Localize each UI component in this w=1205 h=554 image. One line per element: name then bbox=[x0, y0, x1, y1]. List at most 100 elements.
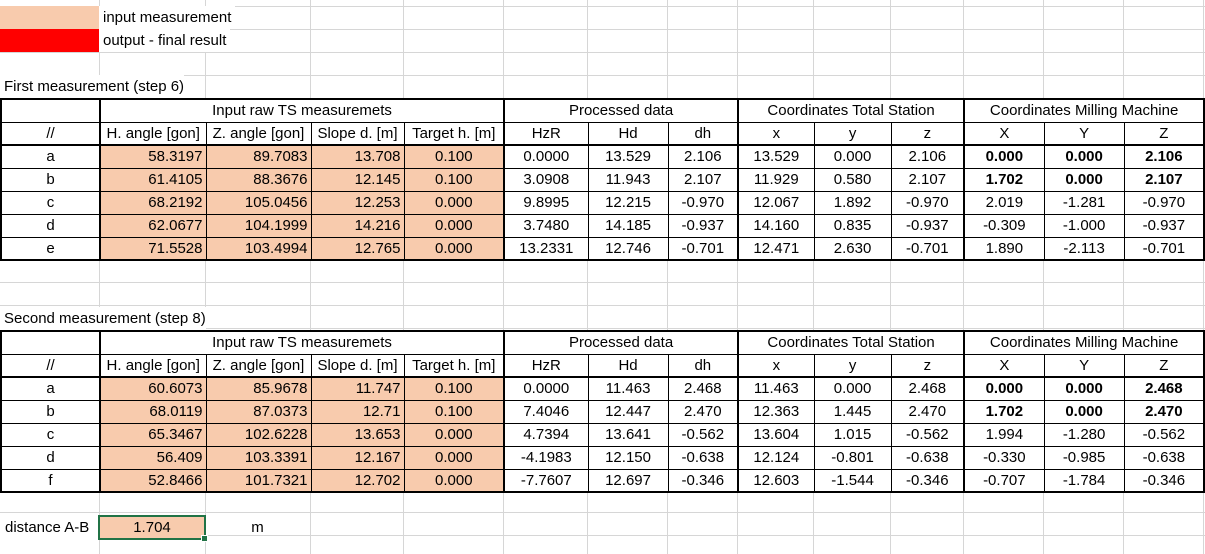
cell[interactable]: -0.309 bbox=[963, 213, 1045, 238]
cell[interactable]: 11.747 bbox=[310, 376, 405, 401]
cell[interactable]: -1.281 bbox=[1043, 190, 1125, 215]
group-header[interactable]: Coordinates Total Station bbox=[737, 98, 965, 123]
column-header[interactable]: dh bbox=[667, 121, 739, 146]
cell[interactable]: -0.346 bbox=[890, 468, 965, 493]
cell[interactable]: -1.784 bbox=[1043, 468, 1125, 493]
cell[interactable]: 0.100 bbox=[403, 167, 505, 192]
cell[interactable]: -0.985 bbox=[1043, 445, 1125, 470]
cell[interactable]: -0.562 bbox=[890, 422, 965, 447]
cell[interactable]: 11.943 bbox=[587, 167, 669, 192]
cell[interactable]: -0.638 bbox=[890, 445, 965, 470]
cell[interactable]: -4.1983 bbox=[503, 445, 589, 470]
cell[interactable]: 88.3676 bbox=[205, 167, 312, 192]
cell[interactable]: 4.7394 bbox=[503, 422, 589, 447]
cell[interactable]: 0.000 bbox=[1043, 376, 1125, 401]
column-header[interactable]: Hd bbox=[587, 121, 669, 146]
cell[interactable]: -0.937 bbox=[890, 213, 965, 238]
column-header[interactable]: x bbox=[737, 121, 815, 146]
cell[interactable]: 13.641 bbox=[587, 422, 669, 447]
cell[interactable]: 1.702 bbox=[963, 167, 1045, 192]
row-label[interactable]: d bbox=[0, 445, 101, 470]
cell[interactable]: 89.7083 bbox=[205, 144, 312, 169]
cell[interactable]: -0.970 bbox=[1123, 190, 1205, 215]
column-header[interactable]: Z. angle [gon] bbox=[205, 121, 312, 146]
corner-cell[interactable] bbox=[0, 98, 101, 123]
cell[interactable]: 11.463 bbox=[737, 376, 815, 401]
cell[interactable]: 3.7480 bbox=[503, 213, 589, 238]
column-header[interactable]: Y bbox=[1043, 121, 1125, 146]
cell[interactable]: 2.470 bbox=[1123, 399, 1205, 424]
cell[interactable]: 103.4994 bbox=[205, 236, 312, 261]
cell[interactable]: 0.000 bbox=[403, 213, 505, 238]
cell[interactable]: 0.835 bbox=[813, 213, 892, 238]
cell[interactable]: 62.0677 bbox=[99, 213, 207, 238]
cell[interactable]: 0.0000 bbox=[503, 376, 589, 401]
column-header[interactable]: Y bbox=[1043, 353, 1125, 378]
cell[interactable]: 7.4046 bbox=[503, 399, 589, 424]
column-header[interactable]: HzR bbox=[503, 121, 589, 146]
cell[interactable]: 13.604 bbox=[737, 422, 815, 447]
cell[interactable]: 85.9678 bbox=[205, 376, 312, 401]
column-header[interactable]: Hd bbox=[587, 353, 669, 378]
cell[interactable]: 12.746 bbox=[587, 236, 669, 261]
fill-handle[interactable] bbox=[201, 535, 208, 542]
column-header[interactable]: z bbox=[890, 121, 965, 146]
cell[interactable]: 105.0456 bbox=[205, 190, 312, 215]
cell[interactable]: 3.0908 bbox=[503, 167, 589, 192]
column-header[interactable]: dh bbox=[667, 353, 739, 378]
cell[interactable]: 68.2192 bbox=[99, 190, 207, 215]
cell[interactable]: 2.630 bbox=[813, 236, 892, 261]
cell[interactable]: 58.3197 bbox=[99, 144, 207, 169]
cell[interactable]: 12.765 bbox=[310, 236, 405, 261]
cell[interactable]: 2.106 bbox=[667, 144, 739, 169]
cell[interactable]: 0.0000 bbox=[503, 144, 589, 169]
cell[interactable]: 1.890 bbox=[963, 236, 1045, 261]
selected-cell-distance-value[interactable]: 1.704 bbox=[98, 515, 208, 542]
cell[interactable]: -0.638 bbox=[1123, 445, 1205, 470]
cell[interactable]: -0.937 bbox=[667, 213, 739, 238]
column-header[interactable]: // bbox=[0, 353, 101, 378]
cell[interactable]: 0.000 bbox=[403, 468, 505, 493]
row-label[interactable]: a bbox=[0, 144, 101, 169]
cell[interactable]: -0.937 bbox=[1123, 213, 1205, 238]
cell[interactable]: 0.000 bbox=[1043, 144, 1125, 169]
group-header[interactable]: Processed data bbox=[503, 330, 739, 355]
cell[interactable]: 12.603 bbox=[737, 468, 815, 493]
cell[interactable]: 2.470 bbox=[667, 399, 739, 424]
cell[interactable]: 2.470 bbox=[890, 399, 965, 424]
cell[interactable]: 12.215 bbox=[587, 190, 669, 215]
cell[interactable]: 65.3467 bbox=[99, 422, 207, 447]
cell[interactable]: -1.544 bbox=[813, 468, 892, 493]
legend-input-swatch[interactable] bbox=[0, 6, 99, 29]
cell[interactable]: 2.468 bbox=[1123, 376, 1205, 401]
cell[interactable]: 68.0119 bbox=[99, 399, 207, 424]
group-header[interactable]: Coordinates Total Station bbox=[737, 330, 965, 355]
cell[interactable]: 1.994 bbox=[963, 422, 1045, 447]
cell[interactable]: 1.702 bbox=[963, 399, 1045, 424]
column-header[interactable]: Z bbox=[1123, 353, 1205, 378]
cell[interactable]: 0.000 bbox=[403, 422, 505, 447]
column-header[interactable]: X bbox=[963, 353, 1045, 378]
cell[interactable]: 2.107 bbox=[667, 167, 739, 192]
cell[interactable]: 14.216 bbox=[310, 213, 405, 238]
cell[interactable]: 2.019 bbox=[963, 190, 1045, 215]
cell[interactable]: -7.7607 bbox=[503, 468, 589, 493]
column-header[interactable]: Target h. [m] bbox=[403, 353, 505, 378]
cell[interactable]: 12.471 bbox=[737, 236, 815, 261]
cell[interactable]: 71.5528 bbox=[99, 236, 207, 261]
column-header[interactable]: X bbox=[963, 121, 1045, 146]
cell[interactable]: 13.529 bbox=[737, 144, 815, 169]
cell[interactable]: 0.100 bbox=[403, 376, 505, 401]
cell[interactable]: 12.697 bbox=[587, 468, 669, 493]
group-header[interactable]: Input raw TS measuremets bbox=[98, 98, 505, 123]
cell[interactable]: 13.653 bbox=[310, 422, 405, 447]
cell[interactable]: -0.801 bbox=[813, 445, 892, 470]
cell[interactable]: 102.6228 bbox=[205, 422, 312, 447]
column-header[interactable]: HzR bbox=[503, 353, 589, 378]
cell[interactable]: 0.000 bbox=[813, 144, 892, 169]
cell[interactable]: 12.124 bbox=[737, 445, 815, 470]
cell[interactable]: 0.580 bbox=[813, 167, 892, 192]
cell[interactable]: 2.468 bbox=[890, 376, 965, 401]
cell[interactable]: 2.107 bbox=[890, 167, 965, 192]
cell[interactable]: 0.000 bbox=[403, 445, 505, 470]
